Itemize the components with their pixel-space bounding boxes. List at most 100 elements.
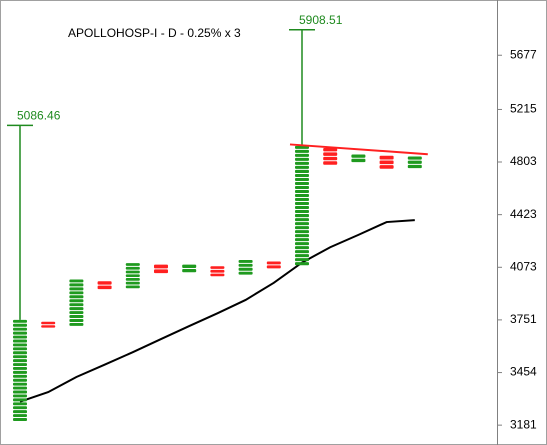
box (295, 250, 309, 254)
box (323, 152, 338, 156)
y-tick-label: 5215 (510, 102, 537, 116)
box (295, 254, 309, 258)
box (13, 355, 27, 359)
box (295, 198, 309, 202)
column (182, 264, 197, 273)
box (125, 266, 140, 270)
y-tick-label: 3751 (510, 312, 537, 326)
box (69, 311, 84, 315)
column (154, 264, 168, 274)
box (69, 319, 84, 322)
box (351, 158, 366, 163)
box (69, 279, 84, 283)
box (295, 242, 309, 246)
box (266, 261, 281, 265)
box (13, 351, 27, 355)
y-tick-label: 3181 (510, 417, 537, 431)
extreme-label: 5908.51 (299, 13, 343, 27)
box (69, 299, 84, 303)
box (69, 307, 84, 311)
box (13, 363, 27, 366)
box (13, 382, 27, 386)
box (210, 273, 225, 277)
box (210, 266, 225, 269)
column (13, 319, 27, 421)
box (13, 398, 27, 402)
box (295, 173, 309, 177)
box (295, 226, 309, 230)
box (125, 281, 140, 285)
box (41, 321, 56, 325)
box (13, 374, 27, 378)
y-tick-label: 3454 (510, 365, 537, 379)
box (351, 154, 366, 158)
box (69, 315, 84, 319)
box (238, 259, 253, 263)
column (210, 266, 225, 277)
box (13, 327, 27, 331)
extreme-label: 5086.46 (17, 109, 61, 123)
y-tick-label: 5677 (510, 47, 537, 61)
box (379, 155, 394, 160)
box (295, 218, 309, 222)
box (295, 181, 309, 185)
box (69, 283, 84, 287)
box (295, 230, 309, 234)
box (182, 268, 197, 273)
box (13, 331, 27, 335)
box (69, 303, 84, 307)
box (13, 359, 27, 363)
box (407, 164, 422, 169)
chart-title: APOLLOHOSP-I - D - 0.25% x 3 (68, 26, 241, 40)
box (295, 234, 309, 238)
box (266, 265, 281, 269)
box (295, 157, 309, 161)
box (69, 287, 84, 291)
box (295, 202, 309, 206)
box (13, 335, 27, 339)
box (13, 347, 27, 351)
column (295, 145, 309, 266)
box (13, 319, 27, 323)
column (323, 147, 338, 165)
box (295, 193, 309, 198)
column (41, 321, 56, 328)
box (13, 378, 27, 382)
box (295, 169, 309, 173)
box (97, 281, 112, 285)
box (97, 285, 112, 290)
column (238, 259, 253, 275)
box (125, 263, 140, 266)
box (295, 145, 309, 149)
box (210, 269, 225, 273)
box (13, 339, 27, 343)
box (154, 269, 168, 274)
y-tick-label: 4073 (510, 259, 537, 273)
box (295, 149, 309, 153)
column (69, 279, 84, 326)
box (154, 264, 168, 269)
column (125, 263, 140, 289)
box (13, 370, 27, 374)
box (295, 177, 309, 181)
box (295, 161, 309, 165)
box (13, 418, 27, 421)
y-tick-label: 4803 (510, 154, 537, 168)
box (323, 156, 338, 161)
box (379, 165, 394, 169)
box (295, 214, 309, 218)
box (295, 165, 309, 169)
moving-average (19, 219, 415, 403)
trendline (289, 143, 428, 156)
box (125, 285, 140, 289)
box (13, 366, 27, 370)
box (295, 206, 309, 210)
box (13, 402, 27, 406)
box (125, 270, 140, 274)
column (266, 261, 281, 269)
box (69, 291, 84, 295)
column (379, 155, 394, 169)
box (69, 322, 84, 326)
box (407, 160, 422, 164)
